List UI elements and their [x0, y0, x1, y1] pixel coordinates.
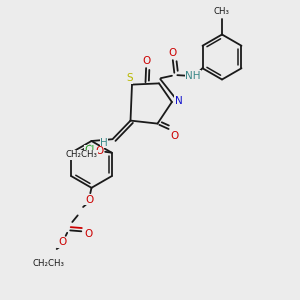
- Text: O: O: [96, 146, 104, 156]
- Text: S: S: [126, 73, 133, 83]
- Text: O: O: [85, 195, 93, 205]
- Text: O: O: [84, 229, 92, 239]
- Text: H: H: [100, 138, 108, 148]
- Text: O: O: [142, 56, 151, 66]
- Text: N: N: [175, 95, 182, 106]
- Text: CH₂CH₃: CH₂CH₃: [32, 260, 64, 268]
- Text: O: O: [170, 131, 179, 141]
- Text: CH₃: CH₃: [214, 8, 230, 16]
- Text: O: O: [58, 237, 66, 248]
- Text: CH₂CH₃: CH₂CH₃: [65, 150, 97, 159]
- Text: NH: NH: [185, 71, 201, 81]
- Text: Cl: Cl: [85, 145, 95, 155]
- Text: O: O: [169, 48, 177, 58]
